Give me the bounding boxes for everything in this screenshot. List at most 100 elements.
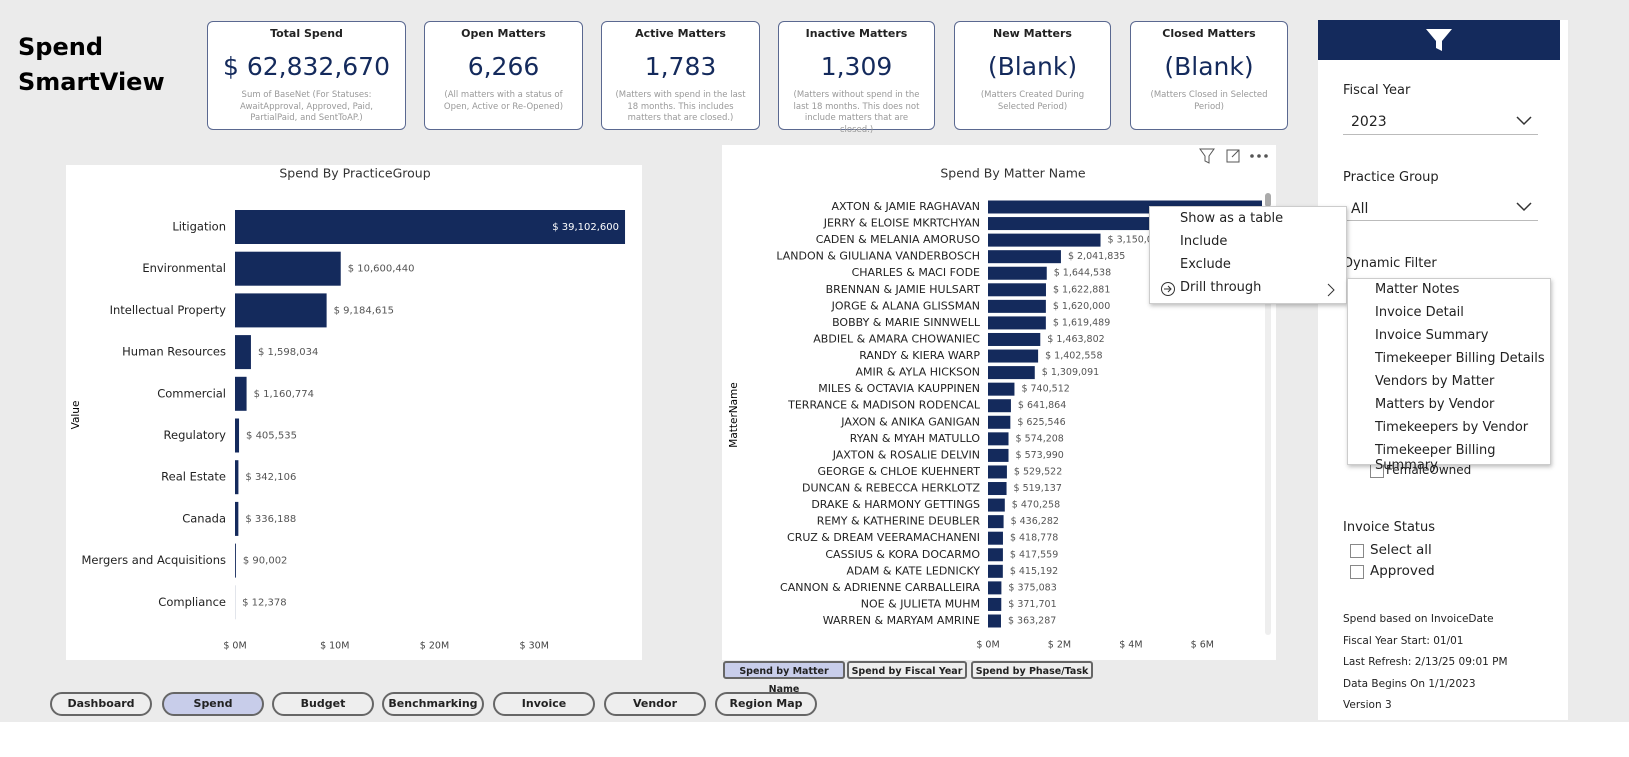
category-label: Canada bbox=[182, 511, 226, 525]
filter-label: Practice Group bbox=[1343, 170, 1439, 185]
category-label: Regulatory bbox=[164, 428, 227, 442]
category-label: NOE & JULIETA MUHM bbox=[861, 597, 980, 610]
chevron bbox=[1516, 116, 1532, 126]
bar bbox=[988, 399, 1011, 413]
submenu-item[interactable]: Matter Notes bbox=[1375, 282, 1460, 297]
category-label: Real Estate bbox=[161, 470, 226, 484]
bar bbox=[235, 210, 626, 244]
submenu-item[interactable]: Timekeeper Billing Details bbox=[1375, 351, 1545, 366]
value-label: $ 10,600,440 bbox=[348, 264, 415, 275]
bar bbox=[988, 349, 1039, 363]
value-label: $ 336,188 bbox=[245, 514, 296, 525]
dropdown-value: 2023 bbox=[1351, 114, 1387, 130]
card-note: (Matters Created During Selected Period) bbox=[980, 90, 1085, 112]
page-button[interactable]: Spend bbox=[162, 692, 264, 716]
bar bbox=[235, 501, 239, 536]
x-tick-label: $ 30M bbox=[520, 641, 549, 652]
bar bbox=[988, 233, 1101, 247]
dropdown[interactable]: 2023 bbox=[1343, 110, 1538, 135]
drill-icon bbox=[1161, 282, 1175, 296]
value-label: $ 418,778 bbox=[1010, 533, 1058, 544]
category-label: JAXON & ANIKA GANIGAN bbox=[840, 415, 980, 428]
value-label: $ 740,512 bbox=[1021, 384, 1069, 395]
bar bbox=[988, 515, 1004, 529]
checkbox-label: Select all bbox=[1370, 542, 1432, 558]
value-label: $ 2,041,835 bbox=[1068, 251, 1125, 262]
submenu-item[interactable]: Matters by Vendor bbox=[1375, 397, 1495, 412]
menu-item[interactable]: Include bbox=[1180, 234, 1228, 249]
submenu-item[interactable]: Vendors by Matter bbox=[1375, 374, 1495, 389]
chart-title: Spend By Matter Name bbox=[940, 166, 1086, 181]
x-tick-label: $ 0M bbox=[223, 641, 246, 652]
chart-tab[interactable]: Spend by Fiscal Year bbox=[847, 661, 967, 679]
x-tick-label: $ 6M bbox=[1191, 640, 1214, 651]
menu-item[interactable]: Show as a table bbox=[1180, 211, 1284, 226]
category-label: CASSIUS & KORA DOCARMO bbox=[825, 548, 980, 561]
page-button[interactable]: Region Map bbox=[715, 692, 817, 716]
bar bbox=[988, 250, 1061, 264]
value-label: $ 12,378 bbox=[242, 597, 287, 608]
category-label: Commercial bbox=[157, 386, 226, 400]
card-value: 1,783 bbox=[644, 52, 717, 81]
checkbox[interactable] bbox=[1350, 565, 1364, 579]
x-tick-label: $ 4M bbox=[1119, 640, 1142, 651]
submenu-item[interactable]: Timekeeper Billing Summary bbox=[1375, 443, 1496, 473]
scrollbar-thumb[interactable] bbox=[1265, 193, 1271, 207]
submenu-item[interactable]: Invoice Detail bbox=[1375, 305, 1464, 320]
title-line: SmartView bbox=[18, 68, 165, 96]
page-button[interactable]: Benchmarking bbox=[382, 692, 484, 716]
dropdown[interactable]: All bbox=[1343, 196, 1538, 221]
bar bbox=[235, 335, 251, 370]
bar bbox=[988, 299, 1046, 313]
category-label: JORGE & ALANA GLISSMAN bbox=[831, 299, 980, 312]
bar bbox=[235, 251, 341, 286]
category-label: MILES & OCTAVIA KAUPPINEN bbox=[818, 382, 980, 395]
page-button[interactable]: Budget bbox=[272, 692, 374, 716]
category-label: WARREN & MARYAM AMRINE bbox=[823, 614, 980, 627]
category-label: AXTON & JAMIE RAGHAVAN bbox=[831, 200, 980, 213]
checkbox-label: FemaleOwned bbox=[1386, 463, 1472, 477]
value-label: $ 470,258 bbox=[1012, 500, 1060, 511]
bar bbox=[235, 460, 239, 495]
chart-tab[interactable]: Spend by Phase/Task bbox=[971, 661, 1093, 679]
category-label: JAXTON & ROSALIE DELVIN bbox=[832, 448, 980, 461]
card-note: (Matters with spend in the last 18 month… bbox=[615, 90, 746, 123]
bar bbox=[988, 498, 1005, 512]
x-tick-label: $ 0M bbox=[976, 640, 999, 651]
card-value: 6,266 bbox=[467, 52, 540, 81]
bar bbox=[988, 283, 1046, 297]
bar bbox=[235, 418, 240, 453]
chart-tab[interactable]: Spend by Matter Name bbox=[723, 661, 845, 695]
checkbox[interactable] bbox=[1350, 544, 1364, 558]
bar bbox=[988, 581, 1002, 595]
menu-item[interactable]: Exclude bbox=[1180, 257, 1231, 272]
axis-label: MatterName bbox=[728, 382, 740, 447]
visual-header-icons[interactable] bbox=[1199, 148, 1268, 164]
page-button[interactable]: Dashboard bbox=[50, 692, 152, 716]
page-button[interactable]: Invoice bbox=[493, 692, 595, 716]
kpi-card: Active Matters 1,783 (Matters with spend i… bbox=[601, 21, 760, 130]
filter-label: Dynamic Filter bbox=[1343, 256, 1437, 271]
x-tick-label: $ 10M bbox=[320, 641, 349, 652]
category-label: Human Resources bbox=[122, 345, 226, 359]
kpi-card: Open Matters 6,266 (All matters with a sta… bbox=[424, 21, 583, 130]
category-label: BRENNAN & JAMIE HULSART bbox=[826, 283, 981, 296]
kpi-card: Closed Matters (Blank) (Matters Closed in … bbox=[1130, 21, 1288, 130]
category-label: RYAN & MYAH MATULLO bbox=[850, 432, 981, 445]
submenu-item[interactable]: Timekeepers by Vendor bbox=[1375, 420, 1529, 435]
value-label: $ 641,864 bbox=[1018, 400, 1066, 411]
bar bbox=[988, 266, 1047, 280]
submenu-item[interactable]: Invoice Summary bbox=[1375, 328, 1489, 343]
category-label: CRUZ & DREAM VEERAMACHANENI bbox=[787, 531, 980, 544]
value-label: $ 1,622,881 bbox=[1053, 284, 1110, 295]
page-button[interactable]: Vendor bbox=[604, 692, 706, 716]
card-title: Closed Matters bbox=[1162, 27, 1256, 40]
value-label: $ 1,309,091 bbox=[1042, 367, 1099, 378]
menu-item[interactable]: Drill through bbox=[1180, 280, 1262, 295]
category-label: AMIR & AYLA HICKSON bbox=[855, 366, 980, 379]
card-note: (Matters Closed in Selected Period) bbox=[1150, 90, 1268, 112]
chart: Spend By Matter Name MatterName $ 0M $ 2M $ … bbox=[728, 148, 1271, 651]
value-label: $ 371,701 bbox=[1008, 599, 1056, 610]
value-label: $ 9,184,615 bbox=[334, 305, 394, 316]
card-value: $ 62,832,670 bbox=[223, 52, 390, 81]
